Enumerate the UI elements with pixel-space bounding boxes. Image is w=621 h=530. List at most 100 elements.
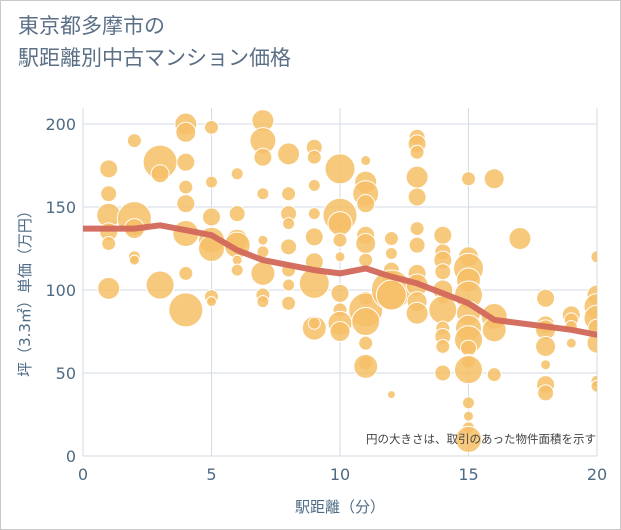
data-bubble [355,233,377,255]
data-bubble [405,165,429,189]
data-bubble [386,390,396,400]
data-bubble [282,217,296,231]
data-bubble [590,379,597,393]
data-bubble [228,205,246,223]
y-tick-label: 200 [45,115,76,134]
data-bubble [360,155,372,167]
data-bubble [168,292,204,328]
data-bubble [460,339,477,357]
data-bubble [128,254,140,266]
data-bubble [332,232,348,248]
data-bubble [409,144,425,160]
data-bubble [565,337,577,349]
data-bubble [463,410,474,422]
x-tick-label: 10 [330,465,350,484]
data-bubble [408,236,426,254]
data-bubble [358,252,374,268]
data-bubble [329,321,351,342]
data-bubble [375,279,407,311]
x-tick-label: 5 [206,465,216,484]
data-bubble [253,147,273,167]
y-tick-label: 100 [45,281,76,300]
data-bubble [351,307,381,337]
data-bubble [99,159,119,179]
data-bubble [590,250,597,264]
trend-line [83,222,597,338]
data-bubble [281,295,297,311]
data-bubble [175,121,197,143]
data-bubble [535,335,557,357]
y-tick-label: 150 [45,198,76,217]
data-bubble [277,142,301,166]
data-bubble [230,167,244,181]
data-bubble [461,171,476,187]
data-bubble [434,364,452,382]
data-bubble [307,207,321,221]
data-bubble [250,260,276,286]
data-bubble [257,234,269,246]
data-bubble [206,296,217,308]
data-bubble [462,396,475,410]
data-bubble [306,149,322,165]
data-bubble [176,152,196,172]
chart-title: 東京都多摩市の 駅距離別中古マンション価格 [18,14,291,70]
data-bubble [536,288,556,308]
data-bubble [178,265,194,281]
y-axis-label: 坪（3.3㎡）単価（万円） [16,203,34,377]
data-bubble [101,236,117,252]
data-bubble [384,246,398,260]
data-bubble [282,278,296,292]
data-bubble [256,187,270,201]
data-bubble [486,367,502,383]
data-bubble [97,276,121,300]
data-bubble [307,178,321,192]
data-bubble [230,263,244,277]
data-bubble [281,186,297,202]
data-bubble [508,227,532,251]
x-tick-label: 20 [587,465,607,484]
data-bubble [537,384,555,402]
y-tick-label: 0 [66,447,76,466]
data-bubble [407,187,427,207]
data-bubble [324,153,356,185]
data-bubble [204,119,219,135]
data-bubble [383,231,399,247]
y-tick-label: 50 [56,364,76,383]
data-bubble [330,283,350,303]
data-bubble [435,338,451,354]
bubble-series [96,109,597,453]
data-bubble [454,355,483,385]
data-bubble [353,353,379,379]
x-axis-label: 駅距離（分） [295,498,385,516]
data-bubble [150,164,170,184]
data-bubble [202,207,221,227]
data-bubble [100,185,118,203]
data-bubble [327,211,353,237]
data-bubble [205,175,218,189]
data-bubble [126,133,142,149]
x-tick-label: 15 [458,465,478,484]
data-bubble [455,425,482,453]
data-bubble [304,227,324,247]
data-bubble [434,263,452,281]
data-bubble [358,335,374,351]
data-bubble [178,179,194,195]
data-bubble [540,359,552,371]
data-bubble [586,332,597,354]
x-tick-label: 0 [78,465,88,484]
data-bubble [334,251,346,263]
data-bubble [409,221,425,237]
data-bubble [433,225,453,245]
bubble-size-note: 円の大きさは、取引のあった物件面積を示す [366,432,596,446]
data-bubble [256,295,270,309]
data-bubble [356,194,376,214]
data-bubble [176,194,196,214]
data-bubble [483,168,505,190]
data-bubble [280,238,298,256]
data-bubble [145,270,175,300]
data-bubble [405,301,429,325]
data-bubble [307,316,321,330]
trend-line-group [83,222,597,338]
